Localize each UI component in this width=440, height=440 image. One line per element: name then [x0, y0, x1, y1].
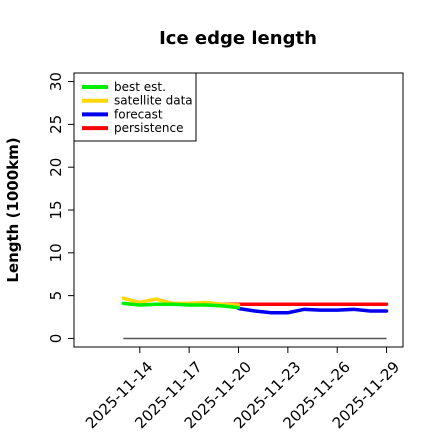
y-tick-label: 10	[47, 243, 65, 262]
x-axis: 2025-11-142025-11-172025-11-202025-11-23…	[82, 347, 403, 432]
legend-label: satellite data	[114, 94, 193, 108]
series-line-best-est	[121, 301, 241, 310]
chart-title: Ice edge length	[159, 28, 317, 49]
y-axis: 0 5 10 15 20 25 30	[47, 72, 74, 343]
legend-label: forecast	[114, 107, 163, 121]
legend: best est.satellite dataforecastpersisten…	[73, 72, 197, 142]
legend-label: persistence	[114, 121, 183, 135]
series-line-forecast	[236, 306, 389, 315]
y-tick-label: 15	[47, 200, 65, 219]
y-tick-label: 25	[47, 115, 65, 134]
y-tick-label: 0	[47, 334, 65, 344]
y-tick-label: 30	[47, 72, 65, 91]
series-layer	[121, 296, 389, 315]
y-tick-label: 20	[47, 158, 65, 177]
y-tick-label: 5	[47, 291, 65, 301]
y-axis-label: Length (1000km)	[4, 137, 22, 282]
legend-label: best est.	[114, 80, 166, 94]
